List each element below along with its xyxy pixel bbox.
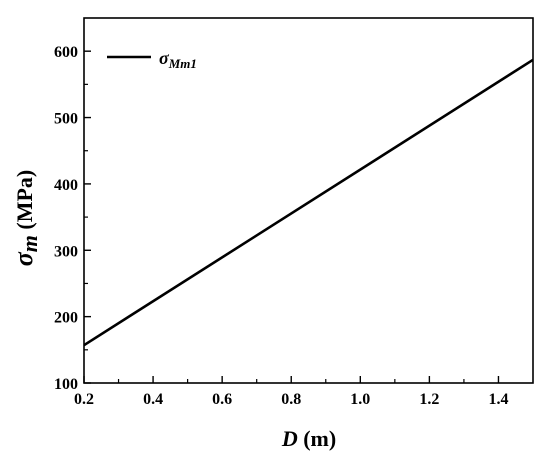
x-tick-label: 0.6 xyxy=(212,391,232,408)
y-axis-symbol: σ xyxy=(9,251,38,266)
x-tick-label: 1.4 xyxy=(488,391,508,408)
legend-label-sub: Mm1 xyxy=(168,56,197,71)
x-axis-unit: (m) xyxy=(298,426,336,451)
x-axis-title: D (m) xyxy=(281,426,336,451)
x-tick-label: 0.4 xyxy=(143,391,163,408)
series-line xyxy=(83,58,534,347)
y-axis-title: σm (MPa) xyxy=(9,170,42,267)
y-axis-sub: m xyxy=(17,235,42,252)
x-tick-label: 0.2 xyxy=(74,391,94,408)
axis-ticks xyxy=(83,50,500,384)
axis-tick-labels: 0.2 0.4 0.6 0.8 1.0 1.2 1.4 100 200 300 400 500 600 xyxy=(54,44,508,408)
x-tick-label: 1.2 xyxy=(419,391,439,408)
plot-area-frame xyxy=(83,17,534,384)
legend-label-main: σ xyxy=(159,48,170,68)
legend: σMm1 xyxy=(107,48,197,71)
series-group xyxy=(83,58,534,347)
x-axis-symbol: D xyxy=(281,426,298,451)
y-tick-label: 100 xyxy=(54,376,78,393)
x-tick-label: 1.0 xyxy=(350,391,370,408)
y-axis-unit: (MPa) xyxy=(12,170,37,235)
y-tick-label: 500 xyxy=(54,111,78,128)
y-tick-label: 600 xyxy=(54,44,78,61)
y-tick-label: 400 xyxy=(54,177,78,194)
x-tick-label: 0.8 xyxy=(281,391,301,408)
y-tick-label: 300 xyxy=(54,243,78,260)
legend-label: σMm1 xyxy=(159,48,197,71)
y-tick-label: 200 xyxy=(54,310,78,327)
